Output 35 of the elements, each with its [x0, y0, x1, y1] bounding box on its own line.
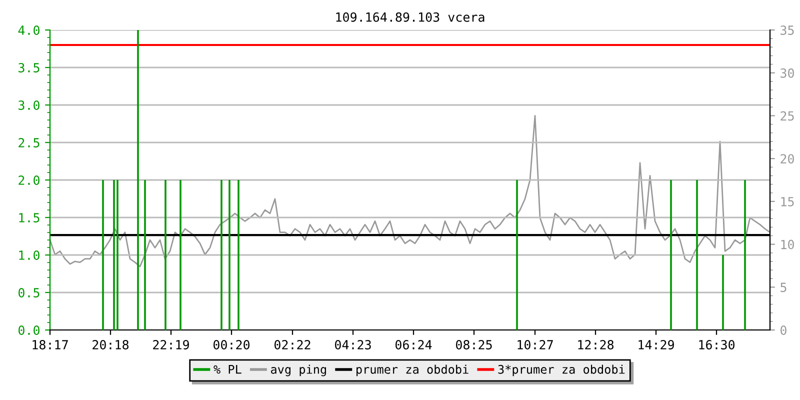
chart-title: 109.164.89.103 vcera	[336, 12, 484, 22]
y-tick-label: 3.0	[18, 100, 40, 110]
legend-label: avg ping	[271, 364, 326, 376]
x-tick-label: 12:28	[578, 340, 614, 350]
x-tick-label: 20:18	[92, 340, 129, 350]
legend-label: 3*prumer za obdobi	[498, 364, 625, 376]
y-tick-label: 0.0	[18, 326, 40, 335]
x-tick-label: 00:20	[214, 340, 250, 350]
x-tick-label: 16:30	[699, 340, 735, 350]
x-tick-label: 10:27	[518, 340, 553, 350]
x-tick-label: 14:29	[638, 340, 674, 350]
y-tick-label: 2.5	[18, 138, 40, 148]
y-tick-label: 2.0	[18, 176, 40, 185]
y-tick-label: 3.5	[18, 63, 40, 72]
y2-tick-label: 5	[780, 282, 786, 292]
y2-tick-label: 0	[780, 326, 786, 335]
y-tick-label: 4.0	[18, 26, 40, 35]
y-tick-label: 1.5	[19, 213, 40, 222]
x-tick-label: 06:24	[396, 340, 432, 350]
y2-tick-label: 25	[780, 111, 794, 121]
line-series	[50, 115, 770, 268]
x-tick-label: 22:19	[153, 340, 189, 350]
y2-tick-label: 30	[780, 68, 794, 78]
y2-tick-label: 10	[781, 240, 794, 250]
legend-label: prumer za obdobi	[356, 364, 468, 376]
x-tick-label: 02:22	[274, 340, 310, 350]
y2-tick-label: 35	[780, 26, 794, 35]
y2-tick-label: 20	[780, 154, 794, 164]
legend-label: % PL	[214, 365, 242, 374]
y-tick-label: 1.0	[19, 250, 40, 260]
y2-tick-label: 15	[781, 197, 794, 206]
y-tick-label: 0.5	[18, 288, 40, 298]
x-tick-label: 08:25	[456, 340, 492, 350]
x-tick-label: 18:17	[32, 340, 68, 350]
x-tick-label: 04:23	[335, 340, 371, 350]
